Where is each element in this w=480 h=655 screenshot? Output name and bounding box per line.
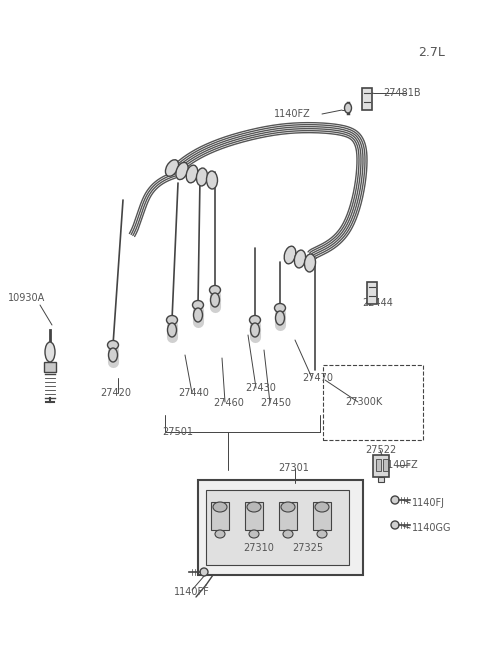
Ellipse shape bbox=[176, 162, 188, 179]
Text: 27481B: 27481B bbox=[383, 88, 420, 98]
Ellipse shape bbox=[251, 323, 260, 337]
Bar bbox=[367, 282, 377, 304]
Ellipse shape bbox=[206, 171, 217, 189]
Bar bbox=[378, 477, 384, 482]
Bar bbox=[279, 502, 297, 530]
Ellipse shape bbox=[250, 316, 261, 324]
Text: 27430: 27430 bbox=[245, 383, 276, 393]
Ellipse shape bbox=[345, 103, 351, 113]
Ellipse shape bbox=[209, 286, 220, 295]
Text: 27310: 27310 bbox=[243, 543, 274, 553]
Text: 2.7L: 2.7L bbox=[418, 45, 445, 58]
Ellipse shape bbox=[186, 165, 198, 183]
Text: 10930A: 10930A bbox=[8, 293, 45, 303]
Ellipse shape bbox=[391, 496, 399, 504]
Bar bbox=[211, 502, 229, 530]
Ellipse shape bbox=[213, 502, 227, 512]
Bar bbox=[373, 455, 389, 477]
Text: 27501: 27501 bbox=[162, 427, 193, 437]
Text: 27325: 27325 bbox=[292, 543, 323, 553]
Text: 1140FJ: 1140FJ bbox=[412, 498, 445, 508]
Bar bbox=[383, 459, 388, 471]
Ellipse shape bbox=[200, 568, 208, 576]
Text: 1140GG: 1140GG bbox=[412, 523, 452, 533]
Text: 1140FF: 1140FF bbox=[174, 587, 210, 597]
Bar bbox=[362, 88, 372, 110]
Text: 27522: 27522 bbox=[365, 445, 396, 455]
Ellipse shape bbox=[317, 530, 327, 538]
Ellipse shape bbox=[283, 530, 293, 538]
Text: 27460: 27460 bbox=[213, 398, 244, 408]
Ellipse shape bbox=[275, 303, 286, 312]
Text: 1140FZ: 1140FZ bbox=[274, 109, 311, 119]
Ellipse shape bbox=[193, 308, 203, 322]
Text: 27420: 27420 bbox=[100, 388, 131, 398]
Text: 22444: 22444 bbox=[362, 298, 393, 308]
Text: 27300K: 27300K bbox=[345, 397, 382, 407]
Ellipse shape bbox=[167, 316, 178, 324]
Text: 27470: 27470 bbox=[302, 373, 333, 383]
Ellipse shape bbox=[249, 530, 259, 538]
Bar bbox=[245, 502, 263, 530]
Ellipse shape bbox=[276, 311, 285, 325]
Ellipse shape bbox=[168, 323, 177, 337]
Bar bbox=[198, 480, 363, 575]
Ellipse shape bbox=[196, 168, 207, 186]
Ellipse shape bbox=[281, 502, 295, 512]
Ellipse shape bbox=[315, 502, 329, 512]
Text: 1140FZ: 1140FZ bbox=[382, 460, 419, 470]
Ellipse shape bbox=[166, 160, 179, 176]
Ellipse shape bbox=[284, 246, 296, 264]
Ellipse shape bbox=[304, 254, 315, 272]
Ellipse shape bbox=[294, 250, 306, 268]
Text: 27450: 27450 bbox=[260, 398, 291, 408]
Bar bbox=[44, 362, 56, 372]
Ellipse shape bbox=[108, 341, 119, 350]
Bar bbox=[313, 502, 331, 530]
Ellipse shape bbox=[45, 342, 55, 362]
Bar bbox=[206, 490, 349, 565]
Ellipse shape bbox=[211, 293, 219, 307]
Ellipse shape bbox=[391, 521, 399, 529]
Ellipse shape bbox=[247, 502, 261, 512]
Bar bbox=[376, 459, 381, 471]
Ellipse shape bbox=[215, 530, 225, 538]
Text: 27440: 27440 bbox=[178, 388, 209, 398]
Ellipse shape bbox=[192, 301, 204, 310]
Bar bbox=[323, 365, 423, 440]
Ellipse shape bbox=[108, 348, 118, 362]
Text: 27301: 27301 bbox=[278, 463, 309, 473]
